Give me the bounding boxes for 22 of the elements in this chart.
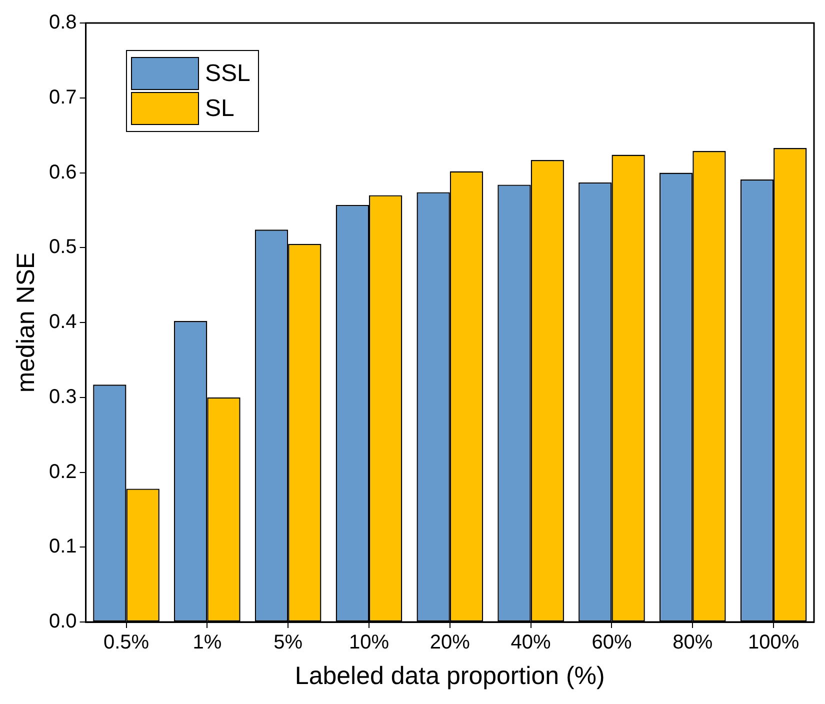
x-tick-label: 60% (592, 632, 632, 654)
y-tick-label: 0.4 (48, 311, 77, 334)
y-tick-label: 0.6 (48, 161, 77, 184)
y-axis-title: median NSE (12, 252, 40, 393)
x-tick-label: 5% (274, 632, 303, 654)
y-tick-label: 0.0 (48, 610, 77, 633)
x-tick-label: 1% (192, 632, 222, 654)
x-tick-label: 40% (510, 632, 552, 654)
y-tick-label: 0.8 (48, 12, 77, 34)
y-tick-label: 0.2 (48, 460, 77, 483)
x-tick-label: 0.5% (103, 632, 150, 654)
x-tick-label: 20% (430, 632, 470, 654)
y-tick-label: 0.3 (48, 386, 77, 408)
legend-label: SL (205, 94, 234, 122)
y-tick-label: 0.5 (48, 236, 77, 258)
y-tick-label: 0.1 (48, 536, 77, 558)
x-tick-label: 10% (348, 632, 390, 654)
x-tick-label: 80% (672, 632, 713, 654)
x-axis-title: Labeled data proportion (%) (294, 662, 605, 690)
legend-label: SSL (205, 60, 250, 88)
x-tick-label: 100% (748, 632, 800, 654)
y-tick-label: 0.7 (48, 86, 77, 108)
